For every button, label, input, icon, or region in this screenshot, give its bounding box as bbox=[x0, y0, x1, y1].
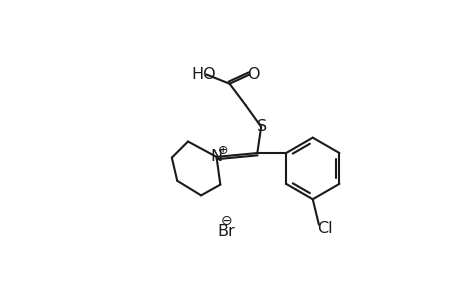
Text: S: S bbox=[256, 119, 266, 134]
Text: HO: HO bbox=[191, 67, 216, 82]
Text: Cl: Cl bbox=[317, 221, 332, 236]
Text: Br: Br bbox=[217, 224, 235, 239]
Text: ⊖: ⊖ bbox=[220, 214, 232, 228]
Text: ⊕: ⊕ bbox=[218, 144, 228, 157]
Text: N: N bbox=[210, 149, 222, 164]
Text: O: O bbox=[246, 67, 259, 82]
